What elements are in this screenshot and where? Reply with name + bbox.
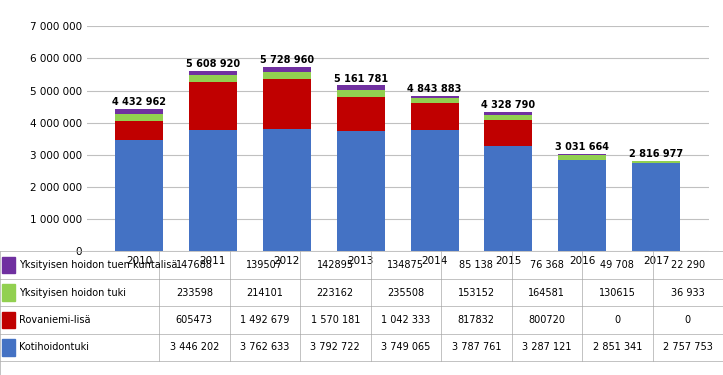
Bar — [632, 163, 680, 251]
Text: 3 762 633: 3 762 633 — [240, 342, 289, 352]
Bar — [484, 120, 533, 146]
Text: 76 368: 76 368 — [530, 260, 564, 270]
Text: 4 843 883: 4 843 883 — [407, 84, 462, 94]
Text: 147688: 147688 — [176, 260, 213, 270]
Text: 605473: 605473 — [176, 315, 213, 325]
Text: 1 042 333: 1 042 333 — [381, 315, 430, 325]
Bar — [115, 141, 163, 251]
Bar — [189, 130, 237, 251]
Text: 0: 0 — [615, 315, 620, 325]
Bar — [411, 129, 458, 251]
Bar — [558, 154, 607, 155]
Text: 5 161 781: 5 161 781 — [333, 74, 388, 84]
Text: Kotihoidontuki: Kotihoidontuki — [19, 342, 89, 352]
Bar — [262, 129, 311, 251]
Text: 36 933: 36 933 — [671, 288, 705, 297]
Bar — [558, 155, 607, 160]
Text: 2 851 341: 2 851 341 — [593, 342, 642, 352]
Bar — [411, 103, 458, 129]
Text: 214101: 214101 — [247, 288, 283, 297]
Text: 800720: 800720 — [529, 315, 565, 325]
Bar — [262, 72, 311, 79]
Bar — [484, 115, 533, 120]
Text: 233598: 233598 — [176, 288, 213, 297]
Text: 3 792 722: 3 792 722 — [310, 342, 360, 352]
Bar — [2, 257, 15, 273]
Bar — [632, 161, 680, 163]
Text: Yksityisen hoidon tuen kuntalisä: Yksityisen hoidon tuen kuntalisä — [19, 260, 177, 270]
Bar — [337, 90, 385, 97]
Text: Rovaniemi-lisä: Rovaniemi-lisä — [19, 315, 90, 325]
Bar — [189, 75, 237, 82]
Bar — [115, 121, 163, 141]
Text: 142895: 142895 — [317, 260, 354, 270]
Bar — [558, 160, 607, 251]
Text: 3 446 202: 3 446 202 — [170, 342, 219, 352]
Text: 0: 0 — [685, 315, 690, 325]
Text: 49 708: 49 708 — [600, 260, 634, 270]
Bar — [262, 67, 311, 72]
Bar — [337, 131, 385, 251]
Text: 153152: 153152 — [458, 288, 495, 297]
Text: 817832: 817832 — [458, 315, 495, 325]
Text: 2 757 753: 2 757 753 — [663, 342, 713, 352]
Text: Yksityisen hoidon tuki: Yksityisen hoidon tuki — [19, 288, 126, 297]
Bar — [262, 79, 311, 129]
Text: 3 787 761: 3 787 761 — [452, 342, 501, 352]
Text: 130615: 130615 — [599, 288, 636, 297]
Text: 4 328 790: 4 328 790 — [482, 100, 536, 110]
Text: 5 608 920: 5 608 920 — [186, 59, 240, 69]
Text: 3 749 065: 3 749 065 — [381, 342, 430, 352]
Text: 22 290: 22 290 — [671, 260, 705, 270]
Text: 235508: 235508 — [388, 288, 424, 297]
Bar — [2, 312, 15, 328]
Bar — [337, 86, 385, 90]
Bar — [411, 96, 458, 98]
Text: 1 570 181: 1 570 181 — [311, 315, 360, 325]
Bar — [2, 339, 15, 356]
Bar — [337, 97, 385, 131]
Text: 3 031 664: 3 031 664 — [555, 142, 609, 152]
Bar — [115, 114, 163, 121]
Bar — [2, 284, 15, 301]
Text: 5 728 960: 5 728 960 — [260, 56, 314, 65]
Text: 139507: 139507 — [247, 260, 283, 270]
Text: 223162: 223162 — [317, 288, 354, 297]
Text: 3 287 121: 3 287 121 — [522, 342, 571, 352]
Text: 1 492 679: 1 492 679 — [240, 315, 289, 325]
Text: 85 138: 85 138 — [459, 260, 493, 270]
Text: 164581: 164581 — [529, 288, 565, 297]
Text: 4 432 962: 4 432 962 — [112, 97, 166, 107]
Bar — [484, 112, 533, 115]
Text: 134875: 134875 — [388, 260, 424, 270]
Text: 2 816 977: 2 816 977 — [629, 149, 683, 159]
Bar — [411, 98, 458, 103]
Bar — [484, 146, 533, 251]
Bar — [189, 82, 237, 130]
Bar — [189, 71, 237, 75]
Bar — [115, 109, 163, 114]
